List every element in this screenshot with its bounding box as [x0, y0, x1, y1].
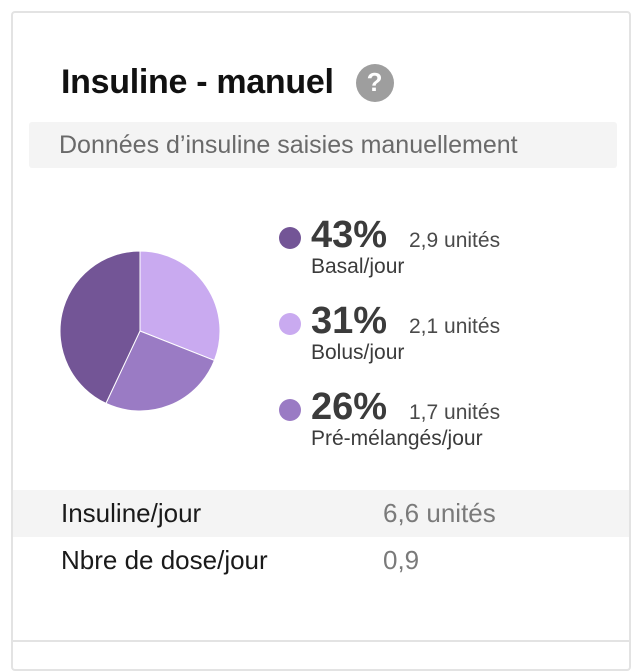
card-header: Insuline - manuel ?	[61, 63, 394, 102]
legend-dot-basal	[279, 227, 301, 249]
legend-label-premix: Pré-mélangés/jour	[311, 427, 483, 450]
stat-row-insulin-per-day: Insuline/jour 6,6 unités	[13, 490, 629, 537]
legend-label-bolus: Bolus/jour	[311, 341, 405, 364]
help-icon[interactable]: ?	[355, 63, 394, 102]
legend-dot-bolus	[279, 313, 301, 335]
stat-value-doses-per-day: 0,9	[383, 545, 420, 575]
legend-dot-premix	[279, 399, 301, 421]
card-title: Insuline - manuel	[61, 63, 334, 101]
legend-percent-premix: 26%	[311, 386, 388, 428]
stat-value-insulin-per-day: 6,6 unités	[383, 498, 496, 528]
legend-units-premix: 1,7 unités	[409, 401, 501, 424]
bottom-divider	[13, 640, 629, 642]
insulin-pie-chart	[59, 250, 221, 412]
pie-slice-bolus-jour	[139, 250, 221, 362]
legend-percent-basal: 43%	[311, 214, 388, 256]
legend-units-basal: 2,9 unités	[409, 229, 501, 252]
stat-label-insulin-per-day: Insuline/jour	[61, 498, 202, 528]
card-subtitle: Données d’insuline saisies manuellement	[29, 122, 617, 168]
pie-slice-pr-m-lang-s-jour	[105, 330, 216, 412]
insulin-manual-card: Insuline - manuel ? Données d’insuline s…	[11, 11, 631, 671]
stat-label-doses-per-day: Nbre de dose/jour	[61, 545, 268, 575]
legend-percent-bolus: 31%	[311, 300, 388, 342]
legend-units-bolus: 2,1 unités	[409, 315, 501, 338]
legend-label-basal: Basal/jour	[311, 255, 405, 278]
stat-row-doses-per-day: Nbre de dose/jour 0,9	[13, 537, 629, 584]
pie-slice-basal-jour	[59, 250, 141, 405]
pie-svg	[59, 250, 221, 412]
